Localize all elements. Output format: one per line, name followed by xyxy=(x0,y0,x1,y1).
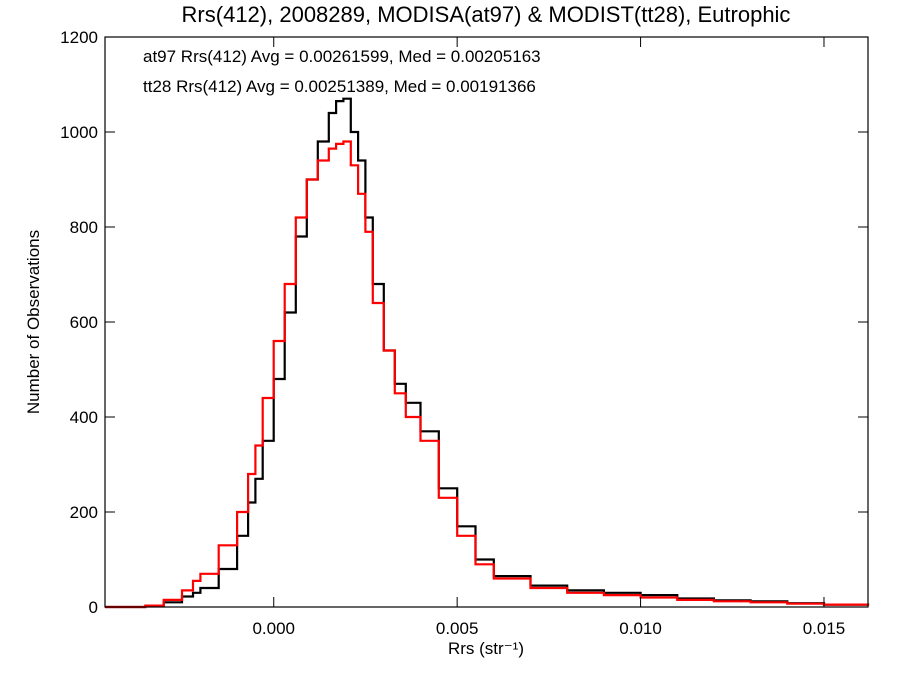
x-tick-label: 0.015 xyxy=(803,619,846,638)
series-layer xyxy=(105,97,870,609)
x-axis-label: Rrs (str⁻¹) xyxy=(448,639,524,658)
chart-title: Rrs(412), 2008289, MODISA(at97) & MODIST… xyxy=(182,2,791,27)
y-tick-label: 400 xyxy=(70,408,98,427)
y-tick-label: 1200 xyxy=(60,28,98,47)
annotation-tt28: tt28 Rrs(412) Avg = 0.00251389, Med = 0.… xyxy=(143,77,536,96)
x-tick-label: 0.005 xyxy=(436,619,479,638)
x-tick-label: 0.010 xyxy=(619,619,662,638)
y-axis-label: Number of Observations xyxy=(24,230,43,414)
ticks-layer: 0.000 0.005 0.010 0.015 0 200 400 600 800 1000 120… xyxy=(60,28,868,638)
x-tick-label: 0.000 xyxy=(252,619,295,638)
series-line-tt28 xyxy=(105,140,870,609)
y-tick-label: 200 xyxy=(70,503,98,522)
series-line-at97 xyxy=(105,97,870,609)
annotation-at97: at97 Rrs(412) Avg = 0.00261599, Med = 0.… xyxy=(143,47,541,66)
y-tick-label: 800 xyxy=(70,218,98,237)
y-tick-label: 1000 xyxy=(60,123,98,142)
y-tick-label: 600 xyxy=(70,313,98,332)
y-tick-label: 0 xyxy=(89,598,98,617)
